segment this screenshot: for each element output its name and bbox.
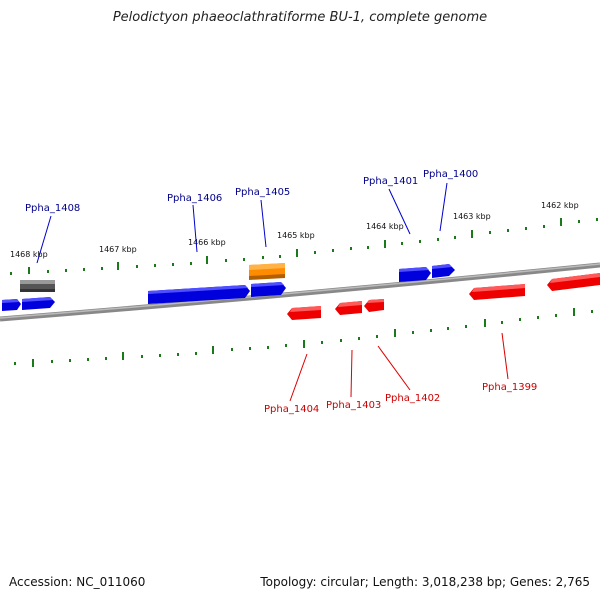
gene-forward[interactable] [2, 299, 21, 311]
gene-label-ppha-1403[interactable]: Ppha_1403 [326, 400, 381, 411]
forward-label-lines [36, 182, 448, 264]
scale-label: 1467 kbp [99, 245, 137, 254]
gene-ppha-1399-feature[interactable] [469, 284, 525, 300]
gene-label-ppha-1405[interactable]: Ppha_1405 [235, 187, 290, 198]
forward-genes [2, 264, 455, 311]
gene-ppha-1405-feature[interactable] [249, 263, 285, 280]
scale-label: 1466 kbp [188, 238, 226, 247]
gene-forward[interactable] [22, 297, 55, 310]
genome-title: Pelodictyon phaeoclathratiforme BU-1, co… [112, 10, 488, 25]
scale-label: 1464 kbp [366, 222, 404, 231]
gene-ppha-1400-feature[interactable] [432, 264, 455, 278]
feature-grey[interactable] [20, 280, 55, 292]
gene-ppha-1401-feature[interactable] [399, 267, 431, 282]
genome-summary: Topology: circular; Length: 3,018,238 bp… [260, 575, 590, 589]
genome-backbone-highlight [0, 263, 600, 319]
gene-label-ppha-1400[interactable]: Ppha_1400 [423, 169, 478, 180]
accession-label: Accession: NC_011060 [9, 575, 146, 589]
gene-forward[interactable] [251, 282, 286, 297]
gene-label-ppha-1402[interactable]: Ppha_1402 [385, 393, 440, 404]
gene-reverse[interactable] [547, 273, 600, 291]
gene-label-ppha-1401[interactable]: Ppha_1401 [363, 176, 418, 187]
gene-label-ppha-1406[interactable]: Ppha_1406 [167, 193, 222, 204]
forward-gene-labels: Ppha_1408 Ppha_1406 Ppha_1405 Ppha_1401 … [25, 169, 478, 214]
gene-ppha-1406-feature[interactable] [148, 285, 250, 304]
scale-label: 1462 kbp [541, 201, 579, 210]
reverse-label-lines [289, 332, 509, 402]
gene-ppha-1404-feature[interactable] [287, 306, 321, 320]
scale-labels: 1468 kbp 1467 kbp 1466 kbp 1465 kbp 1464… [10, 201, 579, 259]
scale-label: 1463 kbp [453, 212, 491, 221]
scale-label: 1468 kbp [10, 250, 48, 259]
gene-label-ppha-1404[interactable]: Ppha_1404 [264, 404, 319, 415]
scale-label: 1465 kbp [277, 231, 315, 240]
forward-strand-ticks [10, 218, 598, 275]
reverse-gene-labels: Ppha_1404 Ppha_1403 Ppha_1402 Ppha_1399 [264, 382, 537, 415]
gene-label-ppha-1408[interactable]: Ppha_1408 [25, 203, 80, 214]
reverse-strand-ticks [14, 308, 593, 367]
gene-ppha-1403-feature[interactable] [335, 301, 362, 315]
gene-ppha-1402-feature[interactable] [364, 299, 384, 312]
reverse-genes [287, 273, 600, 320]
genome-backbone [0, 262, 600, 322]
gene-label-ppha-1399[interactable]: Ppha_1399 [482, 382, 537, 393]
